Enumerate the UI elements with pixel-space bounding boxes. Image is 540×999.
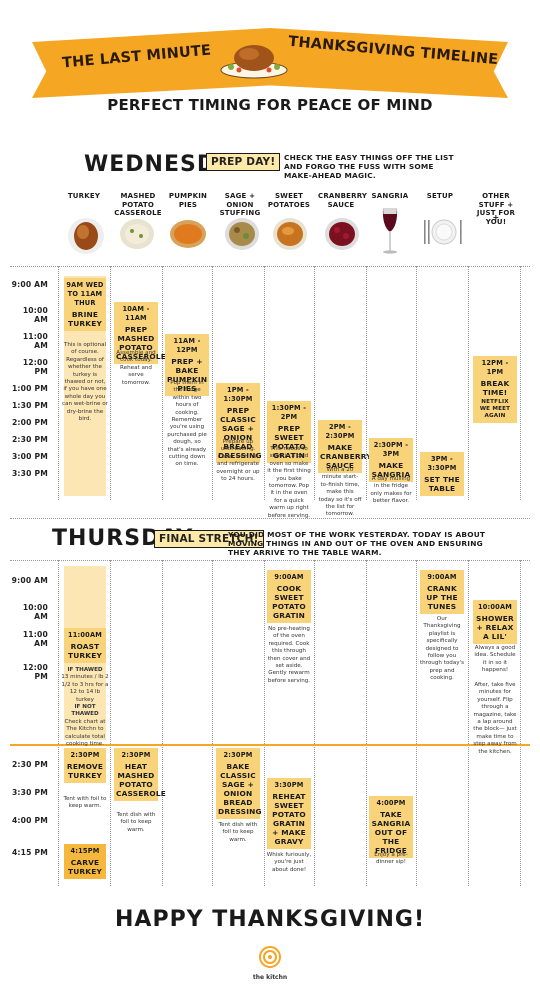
mashed-potato-image xyxy=(118,216,156,254)
task-desc: No pre-heating of the oven required. Coo… xyxy=(267,626,311,684)
task-desc: Enjoy a pre-dinner sip! xyxy=(374,852,408,866)
task-card: 11AM - 12PM PREP + BAKE PUMPKIN PIES xyxy=(165,334,209,396)
task-desc: Tent with foil to keep warm. xyxy=(63,796,107,810)
task-desc: Whisk furiously, you're just about done! xyxy=(266,852,312,873)
happy-thanksgiving: HAPPY THANKSGIVING! xyxy=(115,907,425,932)
task-card: 1:30PM - 2PM PREP SWEET POTATO GRATIN xyxy=(267,401,311,463)
pm-divider xyxy=(10,744,530,746)
task-desc: A day mulling in the fridge only makes f… xyxy=(370,476,412,505)
time-label: 12:00 PM xyxy=(22,358,48,376)
task-desc: This needs to start in a cold oven so ma… xyxy=(267,446,311,519)
turkey-image xyxy=(66,212,106,260)
pumpkin-pie-image xyxy=(168,216,208,254)
task-desc: Prepare up until baking. Cover with foil… xyxy=(216,439,260,483)
task-card: 12PM - 1PM BREAK TIME! NETFLIX WE MEET AG… xyxy=(473,356,517,423)
task-card: 9AM WED TO 11AM THUR BRINE TURKEY xyxy=(64,278,106,331)
time-label: 2:00 PM xyxy=(11,418,48,427)
task-desc: Tent dish with foil to keep warm. xyxy=(116,812,156,833)
col-header-turkey: TURKEY xyxy=(67,192,101,200)
task-desc: Our Thanksgiving playlist is specificall… xyxy=(419,616,465,682)
task-card: 3PM - 3:30PM SET THE TABLE xyxy=(420,452,464,496)
time-label: 1:30 PM xyxy=(11,401,48,410)
col-header-setup: SETUP xyxy=(426,192,454,200)
col-header-other: OTHER STUFF + JUST FOR YOU! xyxy=(476,192,516,226)
time-label: 10:00 AM xyxy=(22,603,48,621)
task-card: 10:00AM SHOWER + RELAX A LIL' xyxy=(473,600,517,644)
time-label: 11:00 AM xyxy=(22,630,48,648)
time-label: 9:00 AM xyxy=(11,280,48,289)
subtitle: PERFECT TIMING FOR PEACE OF MIND xyxy=(107,96,433,114)
the-kitchn-logo-icon xyxy=(259,946,281,972)
time-label: 4:00 PM xyxy=(11,816,48,825)
task-desc: IF THAWED 13 minutes / lb 2 1/2 to 3 hrs … xyxy=(61,667,109,748)
task-card: 2:30PM HEAT MASHED POTATO CASSEROLE xyxy=(114,748,166,801)
col-header-pies: PUMPKIN PIES xyxy=(168,192,208,209)
time-label: 3:30 PM xyxy=(11,788,48,797)
task-card: 2:30PM - 3PM MAKE SANGRIA xyxy=(369,438,413,482)
task-card: 2PM - 2:30PM MAKE CRANBERRY SAUCE xyxy=(318,420,372,473)
wednesday-tag: PREP DAY! xyxy=(206,153,281,171)
task-desc: Tent dish with foil to keep warm. xyxy=(218,822,258,843)
task-card: 10AM - 11AM PREP MASHED POTATO CASSEROLE xyxy=(114,302,166,364)
time-label: 3:00 PM xyxy=(11,452,48,461)
time-label: 10:00 AM xyxy=(22,306,48,324)
sweet-potato-image xyxy=(270,214,310,256)
col-header-cranberry: CRANBERRY SAUCE xyxy=(318,192,368,209)
task-card: 2:30PM REMOVE TURKEY xyxy=(64,748,106,783)
time-label: 11:00 AM xyxy=(22,332,48,350)
turkey-platter-icon xyxy=(219,34,289,80)
task-card: 3:30PM REHEAT SWEET POTATO GRATIN + MAKE … xyxy=(267,778,311,849)
col-header-sangria: SANGRIA xyxy=(371,192,409,200)
place-setting-icon xyxy=(420,216,466,252)
task-desc: With a 20 minute start- to-finish time, … xyxy=(318,467,362,518)
task-desc: Assemble and cook today. Reheat and serv… xyxy=(116,350,156,386)
wednesday-note: CHECK THE EASY THINGS OFF THE LIST AND F… xyxy=(284,153,454,180)
time-label: 12:00 PM xyxy=(22,663,48,681)
task-card: 1PM - 1:30PM PREP CLASSIC SAGE + ONION BR… xyxy=(216,383,262,463)
stuffing-image xyxy=(222,214,262,256)
task-card: 2:30PM BAKE CLASSIC SAGE + ONION BREAD DR… xyxy=(216,748,262,819)
thursday-note: YOU DID MOST OF THE WORK YESTERDAY. TODA… xyxy=(228,530,486,557)
sangria-glass-icon xyxy=(380,206,400,260)
time-label: 2:30 PM xyxy=(11,760,48,769)
task-desc: Always a good idea. Schedule it in so it… xyxy=(473,645,517,755)
task-desc: This is optional of course. Regardless o… xyxy=(62,342,108,423)
task-desc: Pop them in the fridge within two hours … xyxy=(167,380,207,468)
task-card: 9:00AM COOK SWEET POTATO GRATIN xyxy=(267,570,311,623)
time-label: 1:00 PM xyxy=(11,384,48,393)
task-card: 9:00AM CRANK UP THE TUNES xyxy=(420,570,464,614)
thursday-tag: FINAL STRETCH! xyxy=(154,530,264,548)
col-header-stuffing: SAGE + ONION STUFFING xyxy=(219,192,261,217)
col-header-sweet: SWEET POTATOES xyxy=(267,192,311,209)
task-card: 4:00PM TAKE SANGRIA OUT OF THE FRIDGE xyxy=(369,796,413,858)
time-label: 4:15 PM xyxy=(11,848,48,857)
task-card: 11:00AM ROAST TURKEY xyxy=(64,628,106,663)
cranberry-sauce-image xyxy=(322,214,362,256)
task-card: 4:15PM CARVE TURKEY xyxy=(64,844,106,879)
brand-name: the kitchn xyxy=(252,974,288,981)
col-header-mashed: MASHED POTATO CASSEROLE xyxy=(114,192,162,217)
time-label: 9:00 AM xyxy=(11,576,48,585)
time-label: 2:30 PM xyxy=(11,435,48,444)
time-label: 3:30 PM xyxy=(11,469,48,478)
